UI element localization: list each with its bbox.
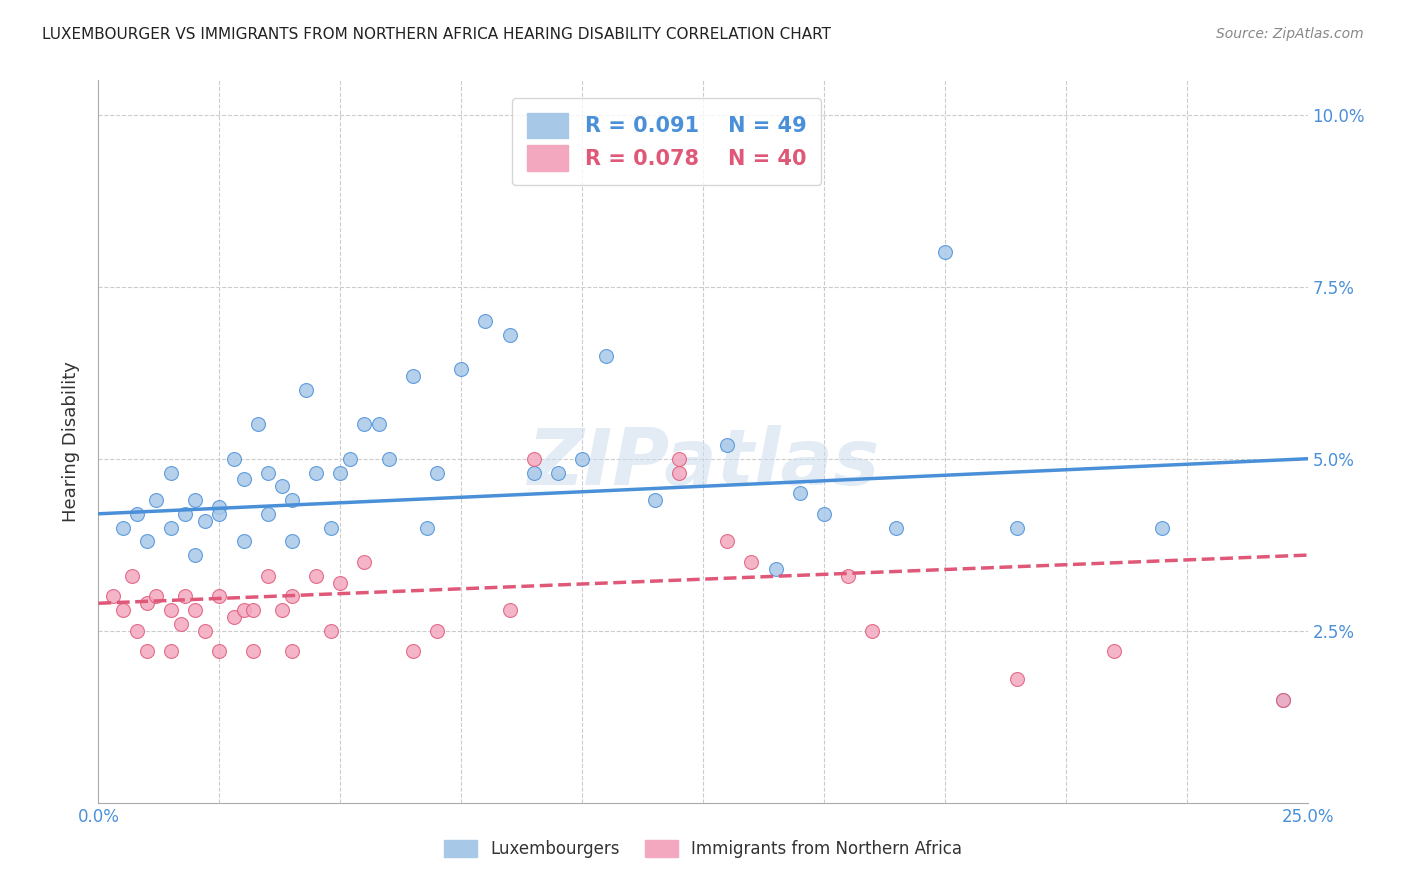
Point <box>1007 520 1029 534</box>
Point <box>716 534 738 549</box>
Point <box>305 466 328 480</box>
Point <box>426 466 449 480</box>
Point <box>353 555 375 569</box>
Point <box>281 534 304 549</box>
Point <box>256 507 278 521</box>
Point <box>765 562 787 576</box>
Point <box>135 596 157 610</box>
Point <box>271 603 294 617</box>
Point <box>281 493 304 508</box>
Point <box>145 493 167 508</box>
Point <box>281 590 304 604</box>
Point <box>1152 520 1174 534</box>
Point <box>194 624 217 638</box>
Text: ZIPatlas: ZIPatlas <box>527 425 879 501</box>
Point <box>256 568 278 582</box>
Point <box>474 314 496 328</box>
Point <box>127 624 149 638</box>
Point <box>145 590 167 604</box>
Point <box>184 603 207 617</box>
Point <box>101 590 124 604</box>
Point <box>242 603 264 617</box>
Point <box>208 590 231 604</box>
Point <box>402 369 425 384</box>
Point <box>498 603 520 617</box>
Point <box>135 534 157 549</box>
Point <box>232 472 254 486</box>
Point <box>208 507 231 521</box>
Point <box>232 534 254 549</box>
Point <box>329 575 352 590</box>
Point <box>319 624 342 638</box>
Point <box>135 644 157 658</box>
Point <box>160 603 183 617</box>
Point <box>111 520 134 534</box>
Point <box>174 590 197 604</box>
Point <box>1007 672 1029 686</box>
Point <box>416 520 439 534</box>
Point <box>498 327 520 342</box>
Point <box>353 417 375 432</box>
Point <box>402 644 425 658</box>
Point <box>121 568 143 582</box>
Point <box>789 486 811 500</box>
Point <box>934 245 956 260</box>
Text: LUXEMBOURGER VS IMMIGRANTS FROM NORTHERN AFRICA HEARING DISABILITY CORRELATION C: LUXEMBOURGER VS IMMIGRANTS FROM NORTHERN… <box>42 27 831 42</box>
Point <box>295 383 318 397</box>
Point <box>813 507 835 521</box>
Point <box>232 603 254 617</box>
Point <box>127 507 149 521</box>
Point <box>247 417 270 432</box>
Point <box>208 500 231 514</box>
Point <box>184 493 207 508</box>
Y-axis label: Hearing Disability: Hearing Disability <box>62 361 80 522</box>
Point <box>547 466 569 480</box>
Point <box>523 466 546 480</box>
Point <box>160 466 183 480</box>
Point <box>169 616 191 631</box>
Point <box>256 466 278 480</box>
Text: Source: ZipAtlas.com: Source: ZipAtlas.com <box>1216 27 1364 41</box>
Point <box>1272 692 1295 706</box>
Point <box>222 451 245 466</box>
Point <box>281 644 304 658</box>
Point <box>242 644 264 658</box>
Point <box>271 479 294 493</box>
Point <box>1272 692 1295 706</box>
Point <box>571 451 593 466</box>
Point <box>368 417 391 432</box>
Point <box>305 568 328 582</box>
Point <box>222 610 245 624</box>
Point <box>644 493 666 508</box>
Point <box>595 349 617 363</box>
Point <box>860 624 883 638</box>
Point <box>377 451 399 466</box>
Point <box>208 644 231 658</box>
Point <box>668 451 690 466</box>
Point <box>886 520 908 534</box>
Point <box>339 451 361 466</box>
Point <box>194 514 217 528</box>
Legend: Luxembourgers, Immigrants from Northern Africa: Luxembourgers, Immigrants from Northern … <box>436 832 970 867</box>
Point <box>319 520 342 534</box>
Point <box>174 507 197 521</box>
Point <box>716 438 738 452</box>
Point <box>450 362 472 376</box>
Point <box>837 568 859 582</box>
Point <box>160 644 183 658</box>
Point <box>184 548 207 562</box>
Point <box>740 555 762 569</box>
Point <box>111 603 134 617</box>
Point <box>426 624 449 638</box>
Point <box>1102 644 1125 658</box>
Point <box>160 520 183 534</box>
Point <box>523 451 546 466</box>
Point <box>329 466 352 480</box>
Point <box>668 466 690 480</box>
